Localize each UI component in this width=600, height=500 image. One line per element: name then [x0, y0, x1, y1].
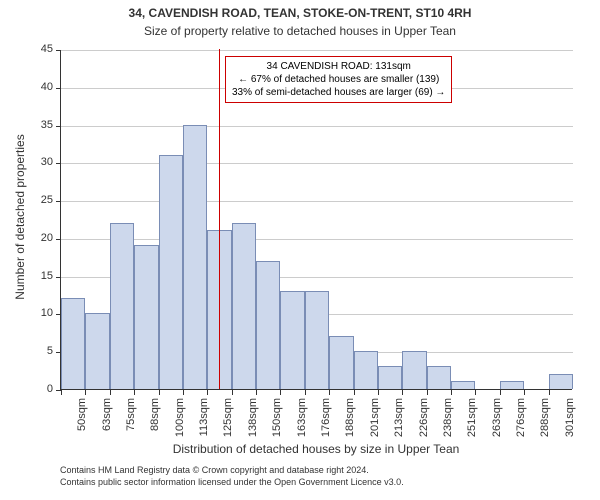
xtick-label: 163sqm — [296, 398, 308, 438]
xtick-mark — [305, 390, 306, 395]
ytick-label: 35 — [28, 119, 53, 131]
xtick-mark — [354, 390, 355, 395]
ytick-mark — [56, 126, 61, 127]
xtick-label: 125sqm — [222, 398, 234, 438]
xtick-mark — [183, 390, 184, 395]
xtick-mark — [280, 390, 281, 395]
xtick-label: 88sqm — [149, 398, 161, 438]
footer-line-2: Contains public sector information licen… — [60, 477, 404, 489]
histogram-bar — [329, 336, 353, 389]
xtick-mark — [159, 390, 160, 395]
xtick-label: 276sqm — [515, 398, 527, 438]
ytick-label: 25 — [28, 194, 53, 206]
xtick-mark — [378, 390, 379, 395]
xtick-mark — [500, 390, 501, 395]
y-axis-label: Number of detached properties — [13, 117, 27, 317]
xtick-mark — [256, 390, 257, 395]
ytick-label: 15 — [28, 270, 53, 282]
histogram-bar — [500, 381, 524, 389]
grid-line — [61, 126, 573, 127]
xtick-label: 263sqm — [491, 398, 503, 438]
ytick-mark — [56, 163, 61, 164]
xtick-mark — [110, 390, 111, 395]
grid-line — [61, 239, 573, 240]
annotation-box: 34 CAVENDISH ROAD: 131sqm← 67% of detach… — [225, 56, 452, 103]
xtick-mark — [549, 390, 550, 395]
chart-title-sub: Size of property relative to detached ho… — [0, 24, 600, 38]
chart-container: 34, CAVENDISH ROAD, TEAN, STOKE-ON-TRENT… — [0, 0, 600, 500]
xtick-label: 213sqm — [393, 398, 405, 438]
annotation-line-3: 33% of semi-detached houses are larger (… — [232, 86, 445, 99]
xtick-label: 226sqm — [418, 398, 430, 438]
histogram-bar — [232, 223, 256, 389]
xtick-label: 251sqm — [466, 398, 478, 438]
xtick-label: 176sqm — [320, 398, 332, 438]
x-axis-label: Distribution of detached houses by size … — [60, 442, 572, 456]
plot-area: 34 CAVENDISH ROAD: 131sqm← 67% of detach… — [60, 50, 572, 390]
xtick-label: 50sqm — [76, 398, 88, 438]
grid-line — [61, 50, 573, 51]
xtick-mark — [451, 390, 452, 395]
ytick-label: 20 — [28, 232, 53, 244]
histogram-bar — [183, 125, 207, 389]
xtick-mark — [134, 390, 135, 395]
histogram-bar — [134, 245, 158, 389]
annotation-line-1: 34 CAVENDISH ROAD: 131sqm — [232, 60, 445, 73]
footer-line-1: Contains HM Land Registry data © Crown c… — [60, 465, 404, 477]
xtick-label: 288sqm — [539, 398, 551, 438]
xtick-mark — [524, 390, 525, 395]
xtick-label: 113sqm — [198, 398, 210, 438]
xtick-label: 201sqm — [369, 398, 381, 438]
histogram-bar — [378, 366, 402, 389]
ytick-label: 40 — [28, 81, 53, 93]
histogram-bar — [451, 381, 475, 389]
xtick-label: 138sqm — [247, 398, 259, 438]
xtick-mark — [232, 390, 233, 395]
xtick-label: 75sqm — [125, 398, 137, 438]
xtick-label: 188sqm — [344, 398, 356, 438]
ytick-mark — [56, 201, 61, 202]
xtick-label: 150sqm — [271, 398, 283, 438]
xtick-label: 63sqm — [101, 398, 113, 438]
histogram-bar — [159, 155, 183, 389]
histogram-bar — [280, 291, 304, 389]
histogram-bar — [110, 223, 134, 389]
histogram-bar — [305, 291, 329, 389]
histogram-bar — [427, 366, 451, 389]
ytick-mark — [56, 277, 61, 278]
ytick-mark — [56, 50, 61, 51]
annotation-line-2: ← 67% of detached houses are smaller (13… — [232, 73, 445, 86]
chart-title-main: 34, CAVENDISH ROAD, TEAN, STOKE-ON-TRENT… — [0, 6, 600, 20]
ytick-label: 5 — [28, 345, 53, 357]
xtick-label: 100sqm — [174, 398, 186, 438]
xtick-mark — [402, 390, 403, 395]
ytick-label: 10 — [28, 307, 53, 319]
histogram-bar — [354, 351, 378, 389]
ytick-label: 30 — [28, 156, 53, 168]
ytick-label: 45 — [28, 43, 53, 55]
xtick-label: 238sqm — [442, 398, 454, 438]
ytick-mark — [56, 88, 61, 89]
xtick-mark — [61, 390, 62, 395]
chart-footer: Contains HM Land Registry data © Crown c… — [60, 465, 404, 488]
ytick-label: 0 — [28, 383, 53, 395]
xtick-mark — [427, 390, 428, 395]
histogram-bar — [402, 351, 426, 389]
xtick-mark — [475, 390, 476, 395]
histogram-bar — [85, 313, 109, 389]
grid-line — [61, 163, 573, 164]
histogram-bar — [256, 261, 280, 389]
xtick-mark — [329, 390, 330, 395]
xtick-mark — [85, 390, 86, 395]
histogram-bar — [549, 374, 573, 389]
ytick-mark — [56, 239, 61, 240]
xtick-mark — [207, 390, 208, 395]
histogram-bar — [61, 298, 85, 389]
reference-line — [219, 49, 220, 389]
xtick-label: 301sqm — [564, 398, 576, 438]
grid-line — [61, 201, 573, 202]
